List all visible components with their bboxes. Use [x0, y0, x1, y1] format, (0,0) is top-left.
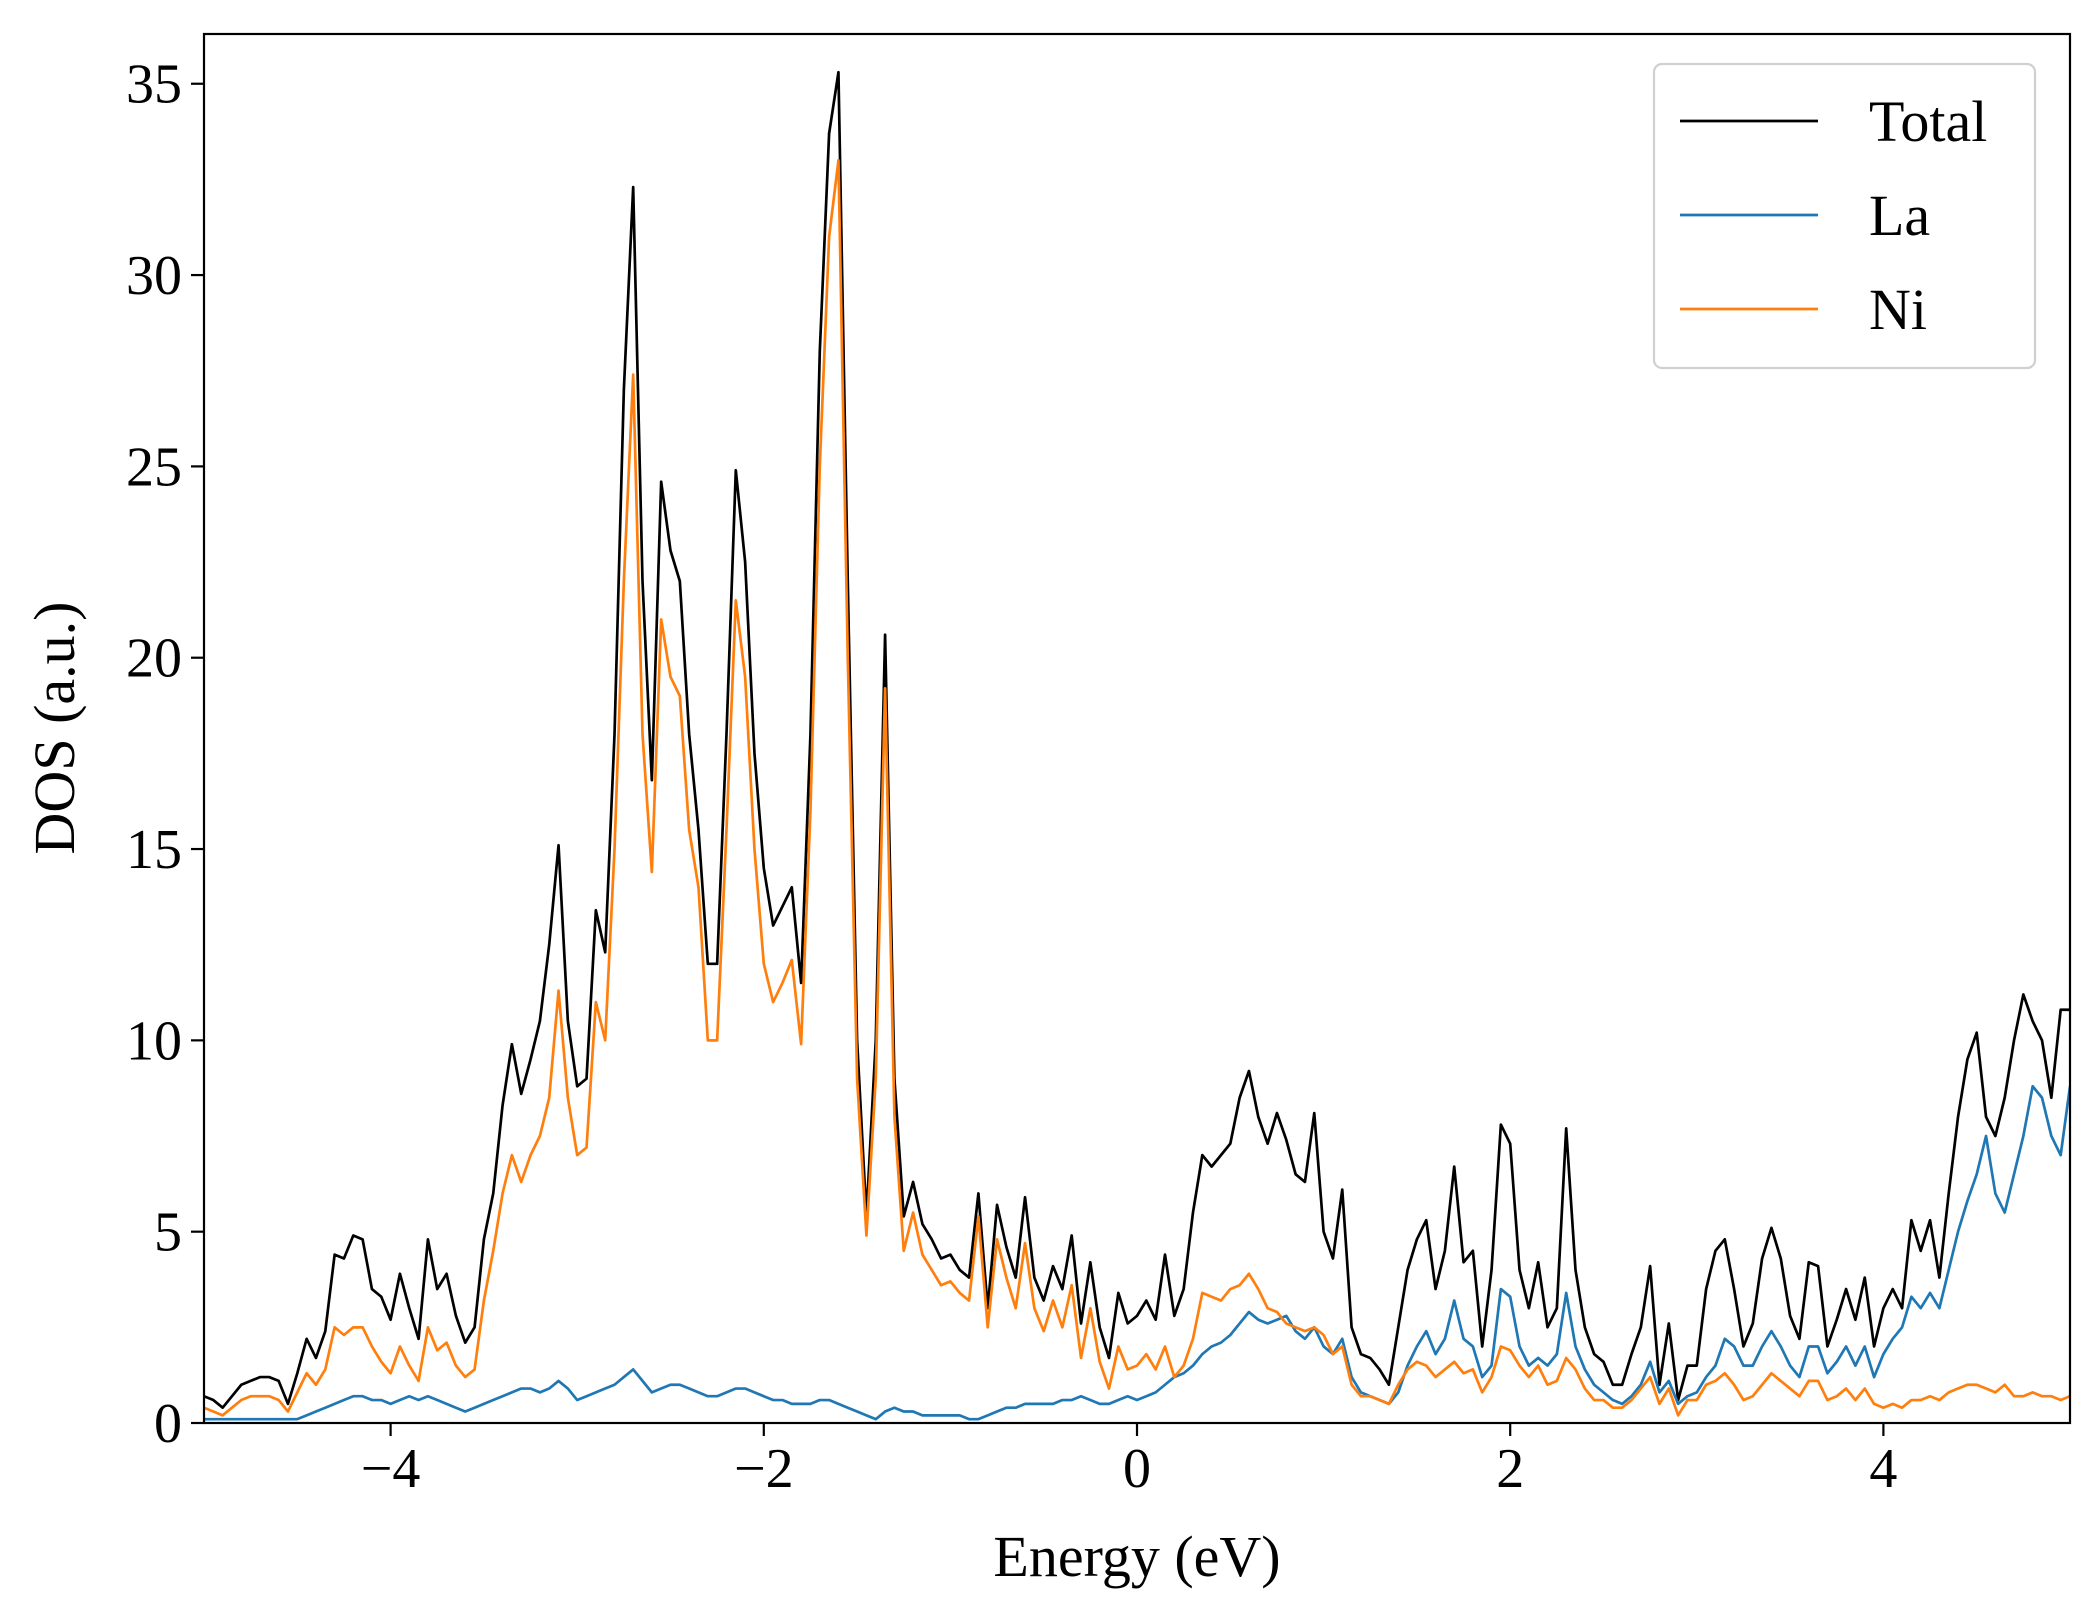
x-axis-label: Energy (eV)	[993, 1524, 1280, 1589]
x-tick-label: 0	[1123, 1438, 1151, 1500]
y-tick-label: 5	[154, 1202, 182, 1264]
x-tick-label: 4	[1869, 1438, 1897, 1500]
x-tick-label: 2	[1496, 1438, 1524, 1500]
x-tick-label: −2	[734, 1438, 794, 1500]
legend: Total La Ni	[1652, 62, 2037, 370]
y-axis-label: DOS (a.u.)	[22, 602, 87, 855]
y-tick-label: 15	[126, 819, 182, 881]
legend-label: La	[1869, 183, 1930, 248]
y-tick-label: 25	[126, 436, 182, 498]
series-line	[204, 1084, 2070, 1421]
y-tick-label: 30	[126, 245, 182, 307]
x-tick-label: −4	[361, 1438, 421, 1500]
y-tick-label: 35	[126, 54, 182, 116]
legend-label: Total	[1869, 89, 1987, 154]
series-line	[204, 158, 2070, 1417]
series-line	[204, 70, 2070, 1410]
y-tick-label: 20	[126, 628, 182, 690]
legend-label: Ni	[1869, 277, 1927, 342]
y-tick-label: 10	[126, 1010, 182, 1072]
legend-box	[1652, 62, 2037, 370]
y-tick-label: 0	[154, 1393, 182, 1455]
